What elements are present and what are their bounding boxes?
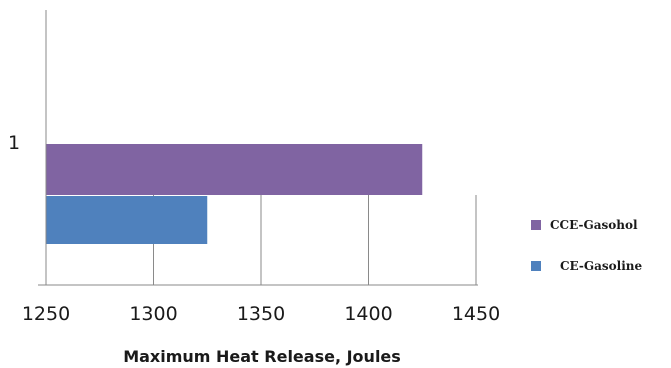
x-tick-1450: 1450 — [452, 303, 500, 325]
bar-ce-gasoline — [46, 196, 208, 244]
bars — [46, 144, 423, 244]
legend-swatch-cce-gasohol — [531, 220, 541, 230]
x-axis-title: Maximum Heat Release, Joules — [123, 347, 401, 366]
axes — [38, 10, 478, 286]
x-tick-labels: 1250 1300 1350 1400 1450 — [22, 303, 500, 325]
x-tick-1300: 1300 — [129, 303, 177, 325]
legend-label-ce-gasoline: CE-Gasoline — [560, 259, 643, 273]
bar-cce-gasohol — [46, 144, 423, 195]
y-category-labels: 1 — [8, 132, 20, 154]
x-tick-1250: 1250 — [22, 303, 70, 325]
legend-swatch-ce-gasoline — [531, 261, 541, 271]
legend: CCE-Gasohol CE-Gasoline — [531, 218, 643, 273]
x-tick-1350: 1350 — [237, 303, 285, 325]
x-tick-1400: 1400 — [344, 303, 392, 325]
legend-label-cce-gasohol: CCE-Gasohol — [550, 218, 638, 232]
y-category-1: 1 — [8, 132, 20, 154]
